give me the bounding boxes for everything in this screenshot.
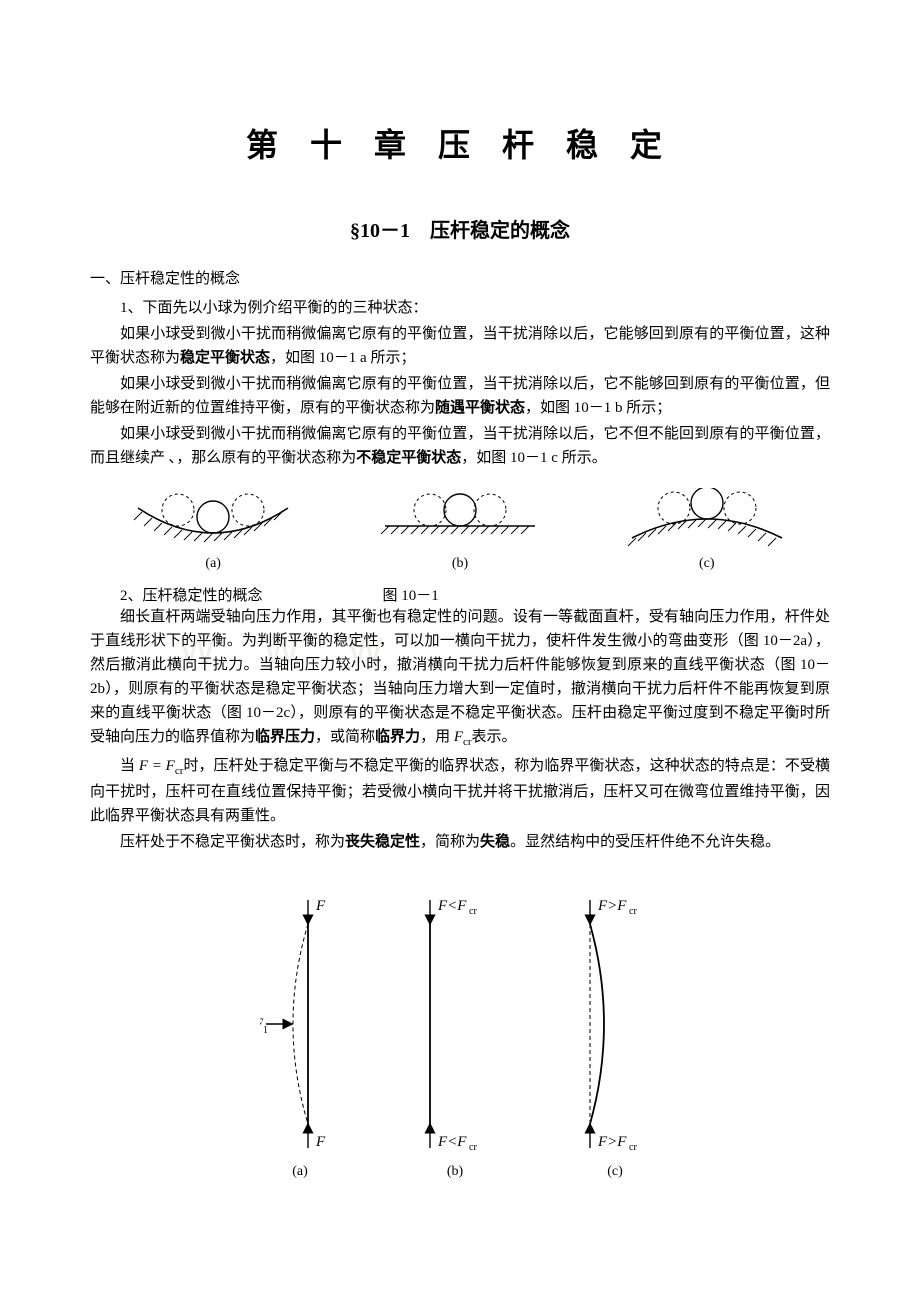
- para-4: 细长直杆两端受轴向压力作用，其平衡也有稳定性的问题。设有一等截面直杆，受有轴向压…: [90, 605, 830, 752]
- para-5: 当 F = Fcr时，压杆处于稳定平衡与不稳定平衡的临界状态，称为临界平衡状态，…: [90, 754, 830, 829]
- p5a: 当: [120, 758, 139, 774]
- fig10-1a-svg: [128, 488, 298, 552]
- Fcr-sub: cr: [463, 736, 472, 748]
- svg-text:cr: cr: [469, 906, 477, 917]
- p3b: 不稳定平衡状态: [356, 450, 461, 466]
- fig1-label-c: (c): [699, 556, 715, 572]
- p2c: ，如图 10－1 b 所示；: [525, 400, 671, 416]
- F-eq: F = F: [139, 758, 175, 774]
- p5b: 时，压杆处于稳定平衡与不稳定平衡的临界状态，称为临界平衡状态，这种状态的特点是：…: [90, 758, 830, 825]
- svg-text:F>F: F>F: [597, 898, 627, 914]
- svg-text:1: 1: [263, 1025, 268, 1036]
- p6d: 失稳: [480, 834, 510, 850]
- svg-text:F<F: F<F: [437, 898, 467, 914]
- svg-text:cr: cr: [629, 1142, 637, 1153]
- p3c: ，如图 10－1 c 所示。: [461, 450, 606, 466]
- fig1-label-b: (b): [452, 556, 468, 572]
- p2b: 随遇平衡状态: [435, 400, 525, 416]
- item-1: 1、下面先以小球为例介绍平衡的的三种状态：: [90, 296, 830, 320]
- fig10-1b-svg: [375, 488, 545, 552]
- fig1-caption: 图 10－1: [383, 584, 439, 605]
- fig10-2c-svg: F>Fcr F>Fcr: [570, 894, 660, 1154]
- p4c: ，或简称: [315, 729, 375, 745]
- para-stable: 如果小球受到微小干扰而稍微偏离它原有的平衡位置，当干扰消除以后，它能够回到原有的…: [90, 322, 830, 370]
- p6a: 压杆处于不稳定平衡状态时，称为: [120, 834, 345, 850]
- item-2: 2、压杆稳定性的概念: [120, 584, 263, 605]
- para-neutral: 如果小球受到微小干扰而稍微偏离它原有的平衡位置，当干扰消除以后，它不能够回到原有…: [90, 372, 830, 420]
- svg-text:F<F: F<F: [437, 1134, 467, 1150]
- section-title: §10－1 压杆稳定的概念: [90, 214, 830, 243]
- para-unstable: 如果小球受到微小干扰而稍微偏离它原有的平衡位置，当干扰消除以后，它不但不能回到原…: [90, 422, 830, 470]
- heading-1: 一、压杆稳定性的概念: [90, 267, 830, 288]
- fig10-2a-svg: F F F 1: [260, 894, 340, 1154]
- fig2-label-b: (b): [447, 1164, 463, 1180]
- p4b: 临界压力: [255, 729, 315, 745]
- fig10-2b-svg: F<Fcr F<Fcr: [410, 894, 500, 1154]
- fig10-1c-svg: [622, 488, 792, 552]
- p6e: 。显然结构中的受压杆件绝不允许失稳。: [510, 834, 780, 850]
- svg-text:cr: cr: [469, 1142, 477, 1153]
- p1c: ，如图 10－1 a 所示；: [270, 350, 415, 366]
- chapter-title: 第 十 章 压 杆 稳 定: [90, 120, 830, 166]
- p6b: 丧失稳定性: [345, 834, 420, 850]
- p4a: 细长直杆两端受轴向压力作用，其平衡也有稳定性的问题。设有一等截面直杆，受有轴向压…: [90, 609, 830, 745]
- p4e: ，用: [420, 729, 454, 745]
- figure-10-2: F F F 1 (a) F<Fcr F<Fcr (b): [90, 894, 830, 1180]
- p4d: 临界力: [375, 729, 420, 745]
- svg-text:F: F: [315, 1134, 326, 1150]
- p6c: ，简称为: [420, 834, 480, 850]
- figure-10-1: (a) (b) (c): [90, 488, 830, 572]
- p1b: 稳定平衡状态: [180, 350, 270, 366]
- para-6: 压杆处于不稳定平衡状态时，称为丧失稳定性，简称为失稳。显然结构中的受压杆件绝不允…: [90, 830, 830, 854]
- svg-text:F: F: [315, 898, 326, 914]
- fig2-label-c: (c): [607, 1164, 623, 1180]
- fig1-label-a: (a): [205, 556, 221, 572]
- p4f: 表示。: [472, 729, 517, 745]
- svg-text:cr: cr: [629, 906, 637, 917]
- svg-text:F>F: F>F: [597, 1134, 627, 1150]
- Fcr-symbol: F: [454, 729, 463, 745]
- fig2-label-a: (a): [292, 1164, 308, 1180]
